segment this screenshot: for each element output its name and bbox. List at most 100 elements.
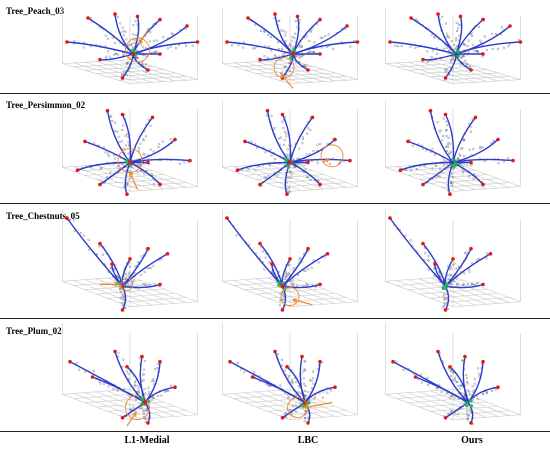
endpoint-marker [280, 112, 285, 117]
junction-markers [451, 158, 458, 168]
skeleton-branch [236, 161, 291, 171]
row-divider [0, 93, 550, 94]
endpoint-marker [443, 76, 448, 80]
skeleton-branch [129, 116, 154, 164]
endpoint-marker [113, 349, 117, 354]
endpoint-marker [406, 139, 410, 144]
point-cloud [228, 220, 326, 310]
endpoint-marker [158, 182, 162, 187]
skeleton-branches [225, 12, 360, 80]
skeleton-branch [289, 158, 351, 164]
endpoint-marker [273, 349, 277, 354]
endpoint-marker [195, 40, 200, 44]
endpoint-marker [75, 168, 80, 172]
skeleton-branch [121, 253, 169, 288]
endpoint-marker [273, 12, 277, 16]
skeleton-branch [422, 53, 457, 61]
endpoint-marker [306, 160, 310, 165]
skeleton-branch [422, 161, 454, 186]
skeleton-branch [289, 161, 321, 186]
skeleton-branch [452, 158, 514, 164]
endpoint-marker [325, 252, 330, 256]
skeleton-branch [444, 253, 492, 288]
endpoint-marker [140, 354, 144, 359]
skeleton-branch [251, 376, 306, 404]
endpoint-marker [443, 308, 448, 312]
skeleton-branch [455, 53, 472, 71]
endpoint-marker [481, 182, 485, 187]
endpoint-marker [318, 17, 322, 22]
endpoint-marker [98, 241, 102, 246]
endpoint-marker [146, 160, 150, 165]
skeleton-branch [226, 41, 294, 55]
endpoint-marker [285, 365, 289, 369]
endpoint-marker [225, 40, 229, 44]
skeleton-branch [139, 355, 146, 404]
endpoint-marker [469, 421, 473, 425]
skeleton-branch [124, 161, 131, 195]
endpoint-marker [355, 40, 360, 44]
skeleton-panel [62, 7, 200, 84]
error-annotation [125, 395, 150, 427]
skeleton-panel [62, 322, 198, 427]
endpoint-marker [333, 385, 337, 389]
skeleton-panel [62, 100, 198, 196]
endpoint-marker [481, 359, 485, 364]
endpoint-marker [65, 216, 69, 220]
error-annotation [117, 148, 143, 190]
endpoint-marker [146, 421, 150, 425]
endpoint-marker [258, 182, 262, 187]
endpoint-marker [146, 68, 150, 72]
skeleton-branch [121, 283, 161, 289]
endpoint-marker [105, 108, 110, 113]
junction-markers [441, 282, 449, 290]
endpoint-marker [436, 349, 440, 354]
endpoint-marker [436, 12, 440, 16]
endpoint-marker [443, 416, 448, 420]
endpoint-marker [165, 252, 170, 256]
skeleton-panel [385, 322, 521, 426]
endpoint-marker [458, 14, 463, 19]
skeleton-branch [389, 217, 447, 288]
skeleton-panel [222, 100, 358, 196]
endpoint-marker [496, 385, 500, 389]
endpoint-marker [300, 354, 304, 359]
endpoint-marker [508, 24, 512, 28]
skeleton-branch [281, 253, 329, 288]
skeleton-branch [144, 401, 151, 424]
endpoint-marker [265, 108, 270, 113]
endpoint-marker [288, 257, 292, 261]
skeleton-branches [68, 349, 177, 425]
skeleton-branch [455, 41, 522, 55]
endpoint-marker [125, 365, 129, 369]
skeleton-branch [299, 355, 306, 404]
skeleton-branches [388, 216, 493, 312]
endpoint-marker [488, 252, 493, 256]
skeleton-branch [259, 53, 294, 61]
junction-markers [140, 397, 151, 406]
endpoint-marker [285, 192, 289, 196]
endpoint-marker [511, 158, 515, 163]
endpoint-marker [318, 52, 322, 56]
skeleton-branch [129, 158, 191, 164]
skeleton-branch [462, 355, 469, 404]
endpoint-marker [188, 158, 192, 163]
endpoint-marker [473, 115, 478, 120]
endpoint-marker [421, 57, 425, 62]
skeleton-branch [429, 110, 454, 164]
skeleton-branch [132, 41, 199, 55]
error-annotation [273, 57, 295, 89]
skeleton-branches [391, 349, 500, 425]
endpoint-marker [463, 354, 467, 359]
endpoint-marker [345, 24, 349, 28]
endpoint-marker [83, 139, 87, 144]
endpoint-marker [113, 12, 117, 16]
endpoint-marker [173, 385, 177, 389]
endpoint-marker [86, 16, 90, 20]
junction-markers [451, 49, 460, 58]
grid-box [222, 322, 358, 421]
error-annotation [287, 397, 333, 419]
endpoint-marker [448, 365, 452, 369]
endpoint-marker [443, 112, 448, 117]
skeleton-branch [144, 386, 176, 404]
